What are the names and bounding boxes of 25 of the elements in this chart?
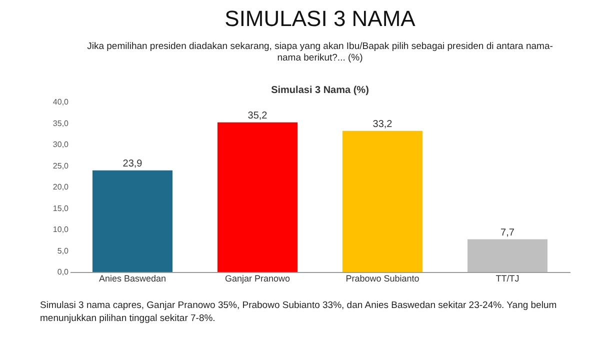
bar [218, 122, 298, 272]
chart-title: SIMULASI 3 NAMA [224, 6, 416, 31]
text: Simulasi 3 nama capres, Ganjar Pranowo 35%, Prabowo Subianto 33%, dan Anies Baswedan sekitar 23-24%. Yang belum menunjukkan pilihan tinggal sekitar 7-8%. [40, 300, 557, 324]
data-label: 23,9 [122, 158, 143, 170]
y-tick-label: 25,0 [52, 161, 70, 170]
y-tick-label: 15,0 [52, 204, 70, 213]
data-label: 35,2 [248, 110, 268, 122]
y-tick-label: 40,0 [52, 98, 70, 106]
data-label: 33,2 [372, 118, 393, 130]
data-label: 7,7 [500, 227, 515, 238]
x-tick-label: Anies Baswedan [98, 274, 166, 284]
y-tick-label: 30,0 [52, 140, 70, 149]
y-tick-label: 35,0 [52, 118, 70, 128]
x-tick-label: Prabowo Subianto [346, 274, 420, 284]
text: Simulasi 3 Nama (%) [271, 85, 369, 96]
y-tick-label: 20,0 [52, 182, 70, 192]
bar [468, 239, 548, 272]
bar [342, 130, 422, 272]
chart-subtitle: Jika pemilihan presiden diadakan sekarang, siapa yang akan Ibu/Bapak pilih sebagai presiden di antara nama-nama berikut?... (%) [87, 41, 553, 64]
y-tick-label: 5,0 [57, 246, 70, 256]
y-tick-label: 0,0 [57, 268, 70, 276]
bar [92, 170, 172, 272]
x-tick-label: Ganjar Pranowo [224, 274, 290, 284]
x-tick-label: TT/TJ [496, 274, 520, 284]
y-tick-label: 10,0 [52, 225, 70, 234]
